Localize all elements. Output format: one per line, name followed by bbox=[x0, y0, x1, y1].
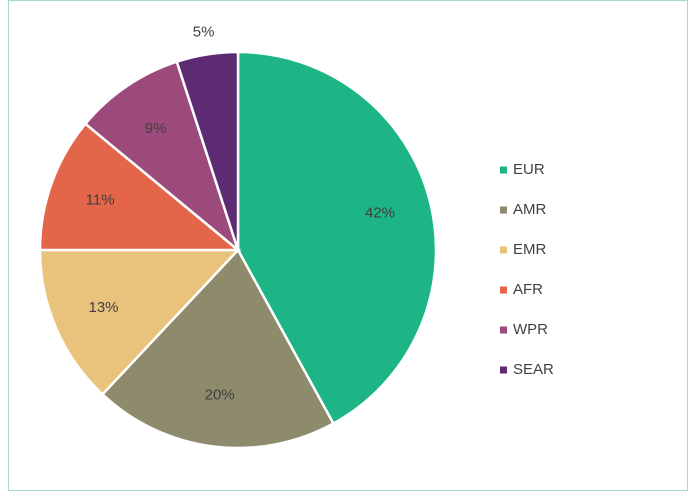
legend-label: EUR bbox=[513, 161, 545, 178]
legend-marker bbox=[500, 166, 507, 174]
legend-label: AMR bbox=[513, 201, 547, 218]
legend-marker bbox=[500, 326, 507, 334]
legend-marker bbox=[500, 286, 507, 294]
pie-slice bbox=[236, 50, 438, 426]
data-label: 13% bbox=[89, 299, 119, 316]
data-label: 42% bbox=[365, 205, 395, 222]
legend-marker bbox=[500, 246, 507, 254]
legend-label: AFR bbox=[513, 281, 543, 298]
pie-slice bbox=[38, 122, 242, 252]
data-label: 20% bbox=[205, 386, 235, 403]
legend-label: WPR bbox=[513, 321, 548, 338]
data-label: 11% bbox=[86, 191, 115, 208]
pie-slice bbox=[100, 247, 336, 450]
legend-label: SEAR bbox=[513, 361, 554, 378]
pie-slice bbox=[175, 50, 240, 251]
legend-marker bbox=[500, 366, 507, 374]
legend-marker bbox=[500, 206, 507, 214]
pie-slice bbox=[83, 60, 241, 254]
data-label: 9% bbox=[145, 120, 167, 137]
legend-label: EMR bbox=[513, 241, 547, 258]
data-label: 5% bbox=[193, 24, 215, 41]
pie-slice bbox=[38, 248, 241, 397]
